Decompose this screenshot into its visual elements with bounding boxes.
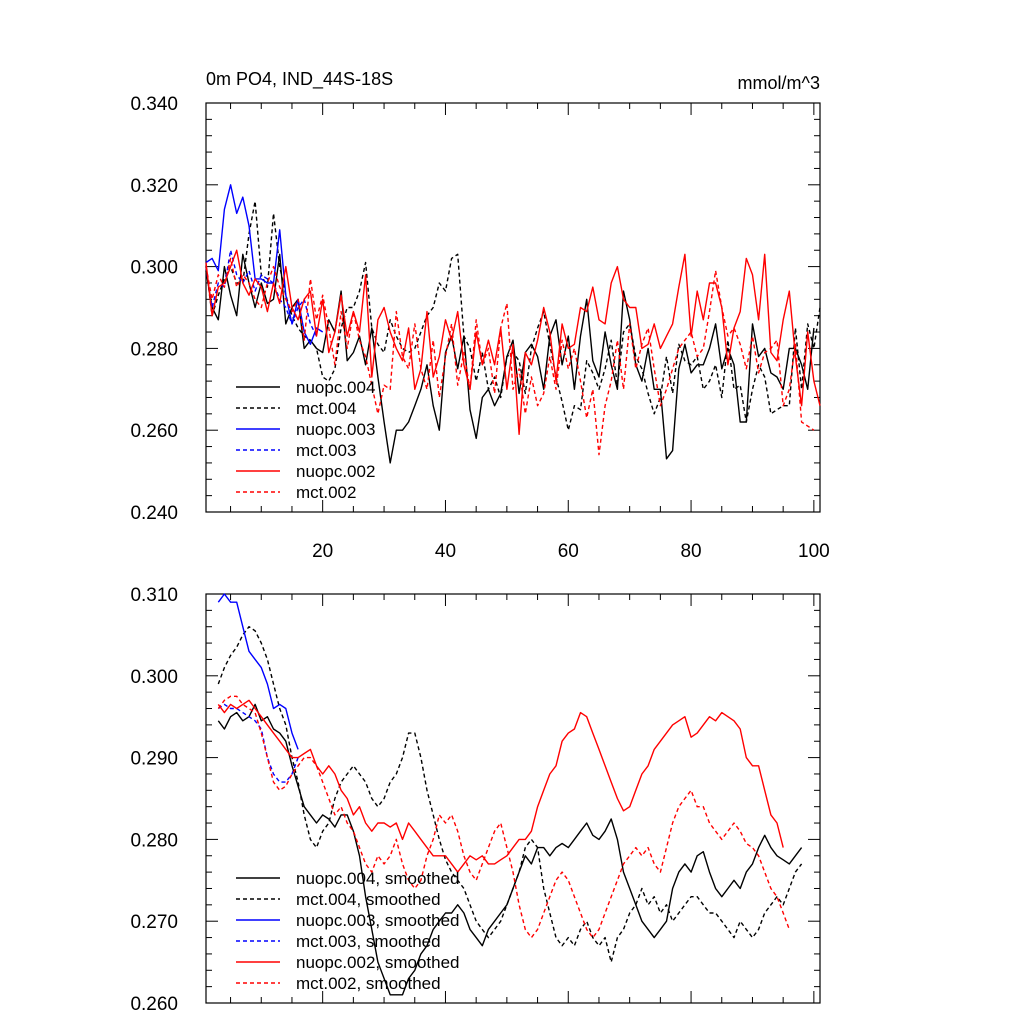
legend-label: mct.002, smoothed — [296, 974, 441, 993]
y-tick-label: 0.300 — [130, 667, 178, 688]
panel-bottom-smoothed: 0.260 0.270 0.280 0.290 0.300 0.310 nuopc.004,… — [130, 585, 821, 1015]
series-line-mct-003-smoothed — [217, 703, 299, 783]
units-label: mmol/m^3 — [738, 73, 820, 93]
y-tick-label: 0.240 — [130, 503, 178, 524]
legend-label: nuopc.004 — [296, 378, 375, 397]
legend-label: mct.003 — [296, 441, 356, 460]
y-tick-label: 0.340 — [130, 94, 178, 115]
series-line-mct-003 — [205, 249, 318, 337]
legend-label: mct.003, smoothed — [296, 932, 441, 951]
y-tick-label: 0.310 — [130, 585, 178, 606]
series-line-mct-002-smoothed — [217, 695, 790, 939]
legend-label: mct.004 — [296, 399, 356, 418]
series-line-nuopc-004-smoothed — [217, 703, 803, 996]
plot-frame — [205, 593, 821, 1004]
legend-label: nuopc.002, smoothed — [296, 953, 460, 972]
y-tick-label: 0.280 — [130, 830, 178, 851]
x-tick-label: 80 — [680, 541, 701, 562]
legend-label: mct.004, smoothed — [296, 890, 441, 909]
x-tick-label: 60 — [558, 541, 579, 562]
y-tick-label: 0.280 — [130, 339, 178, 360]
x-tick-label: 20 — [312, 541, 333, 562]
y-tick-label: 0.270 — [130, 912, 178, 933]
panel-top-po4: 0.240 0.260 0.280 0.300 0.320 0.340 20 40 60 80 10… — [130, 69, 829, 562]
legend-label: nuopc.004, smoothed — [296, 869, 460, 888]
series-line-nuopc-002-smoothed — [217, 699, 784, 873]
legend-label: nuopc.003, smoothed — [296, 911, 460, 930]
series-line-nuopc-003-smoothed — [217, 593, 299, 750]
y-tick-label: 0.260 — [130, 994, 178, 1015]
y-tick-label: 0.290 — [130, 749, 178, 770]
plot-frame — [205, 102, 821, 513]
x-tick-label: 40 — [435, 541, 456, 562]
legend-label: nuopc.002 — [296, 462, 375, 481]
y-tick-label: 0.260 — [130, 421, 178, 442]
y-tick-label: 0.320 — [130, 176, 178, 197]
series-line-nuopc-003 — [205, 184, 324, 345]
x-tick-label: 100 — [798, 541, 830, 562]
series-line-mct-004-smoothed — [217, 626, 803, 963]
legend-label: nuopc.003 — [296, 420, 375, 439]
y-tick-label: 0.300 — [130, 258, 178, 279]
series-line-nuopc-002 — [205, 249, 821, 435]
series-line-mct-002 — [205, 257, 815, 456]
legend-label: mct.002 — [296, 483, 356, 502]
chart-title: 0m PO4, IND_44S-18S — [206, 69, 393, 90]
